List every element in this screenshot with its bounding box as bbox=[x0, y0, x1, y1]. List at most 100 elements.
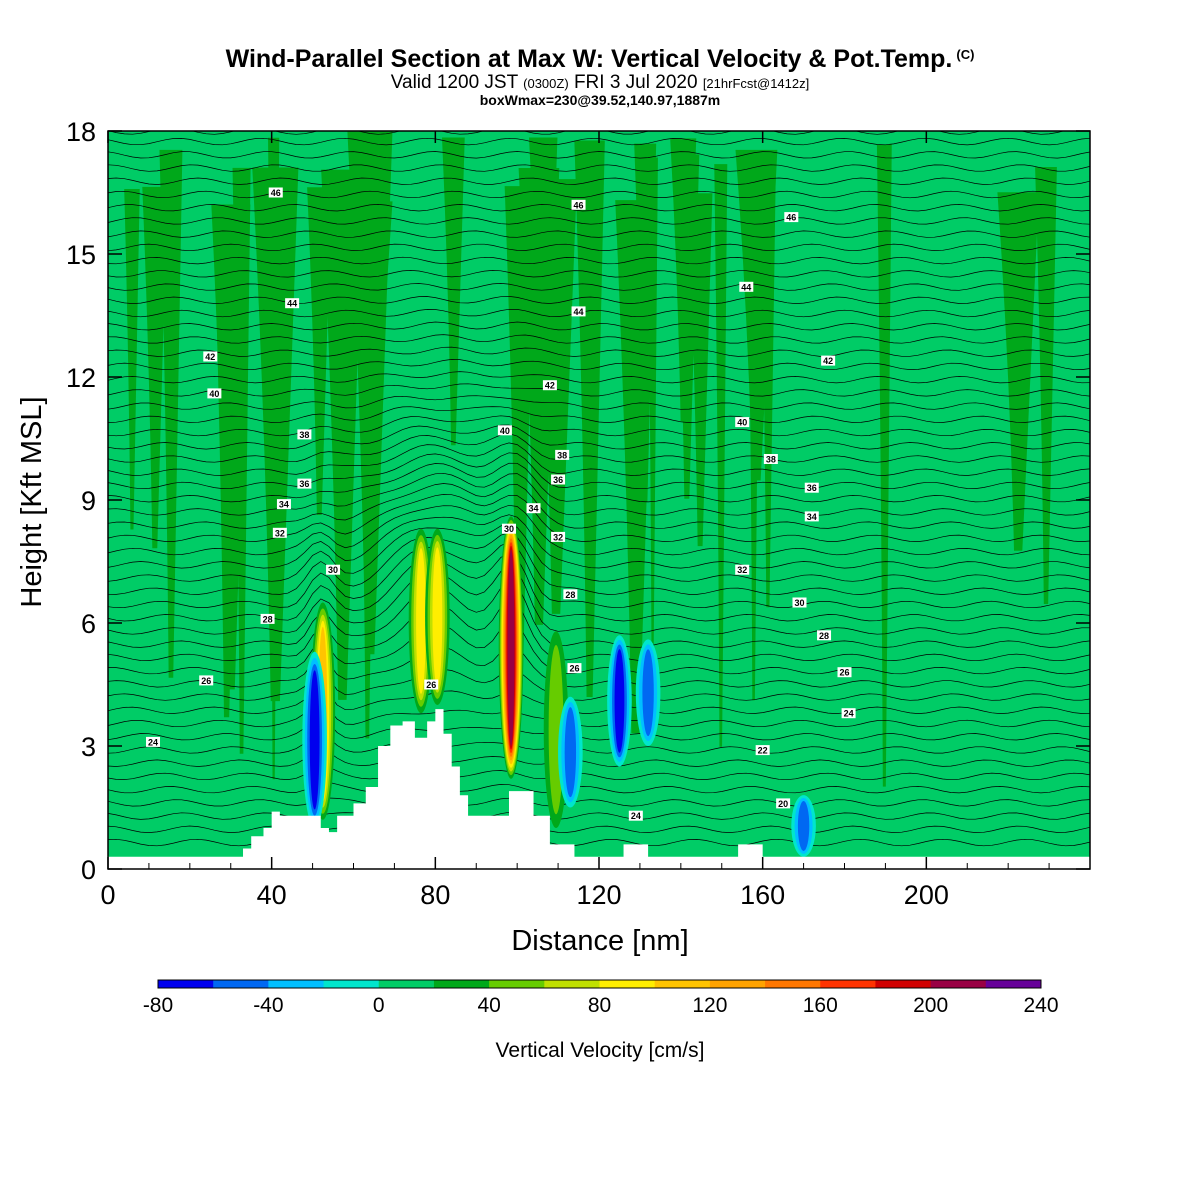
isentrope-label-bg bbox=[628, 810, 643, 821]
isentrope-label-bg bbox=[501, 523, 516, 534]
isentrope-line bbox=[108, 424, 1090, 450]
isentrope-label-text: 22 bbox=[758, 746, 768, 756]
isentrope-label: 36 bbox=[804, 482, 819, 493]
isentrope-line bbox=[108, 371, 1090, 384]
isentrope-line bbox=[108, 685, 1090, 714]
y-tick-label: 6 bbox=[81, 609, 96, 639]
isentrope-line bbox=[108, 462, 1090, 503]
wind-band bbox=[997, 192, 1039, 551]
isentrope-label: 42 bbox=[821, 355, 836, 366]
updraft-cell bbox=[432, 547, 443, 687]
isentrope-label: 36 bbox=[551, 474, 566, 485]
isentrope-label-text: 34 bbox=[529, 504, 539, 514]
x-tick-label: 0 bbox=[100, 880, 115, 910]
colorbar-swatch bbox=[765, 980, 821, 988]
isentrope-line bbox=[108, 433, 1090, 463]
isentrope-label-text: 26 bbox=[839, 668, 849, 678]
surface-band bbox=[108, 729, 231, 869]
isentrope-line bbox=[108, 256, 1090, 265]
isentrope-label-text: 28 bbox=[565, 590, 575, 600]
isentrope-label-bg bbox=[817, 630, 832, 641]
isentrope-line bbox=[108, 494, 1090, 542]
x-tick-label: 40 bbox=[257, 880, 287, 910]
wind-band bbox=[124, 188, 140, 530]
colorbar-tick-label: 200 bbox=[913, 994, 948, 1017]
isentrope-label-text: 26 bbox=[569, 664, 579, 674]
isentrope-label-text: 42 bbox=[205, 352, 215, 362]
isentrope-label-text: 26 bbox=[201, 676, 211, 686]
isentrope-line bbox=[108, 383, 1090, 397]
colorbar-swatch bbox=[709, 980, 766, 988]
y-tick-label: 0 bbox=[81, 855, 96, 885]
isentrope-line bbox=[108, 406, 1090, 423]
colorbar-tick-label: 240 bbox=[1023, 994, 1058, 1017]
colorbar-swatch bbox=[489, 980, 545, 988]
y-tick-label: 18 bbox=[66, 117, 96, 147]
updraft-cell bbox=[507, 549, 515, 746]
isentrope-label-bg bbox=[755, 745, 770, 756]
isentrope-label-text: 28 bbox=[819, 631, 829, 641]
isentrope-label: 26 bbox=[424, 679, 439, 690]
colorbar-tick-label: -80 bbox=[143, 994, 173, 1017]
isentrope-label: 38 bbox=[763, 454, 778, 465]
isentrope-label-bg bbox=[739, 281, 754, 292]
wind-band bbox=[307, 187, 332, 515]
isentrope-label: 28 bbox=[563, 589, 578, 600]
downdraft-cell bbox=[309, 670, 320, 810]
isentrope-label-text: 46 bbox=[786, 213, 796, 223]
isentrope-label-text: 46 bbox=[574, 200, 584, 210]
isentrope-line bbox=[108, 514, 1090, 569]
isentrope-label-text: 38 bbox=[557, 450, 567, 460]
isentrope-label-text: 46 bbox=[271, 188, 281, 198]
isentrope-label-text: 44 bbox=[574, 307, 584, 317]
isentrope-line bbox=[108, 749, 1090, 767]
isentrope-line bbox=[108, 442, 1090, 476]
isentrope-line bbox=[108, 732, 1090, 754]
isentrope-label-bg bbox=[792, 597, 807, 608]
chart-subtitle: Valid 1200 JST (0300Z) FRI 3 Jul 2020 [2… bbox=[0, 73, 1200, 93]
colorbar-swatch bbox=[985, 980, 1042, 988]
isentrope-line bbox=[108, 151, 1090, 159]
isentrope-label-bg bbox=[551, 531, 566, 542]
colorbar-tick-label: 80 bbox=[588, 994, 611, 1017]
updraft-cell bbox=[416, 548, 426, 694]
isentrope-label-text: 28 bbox=[263, 614, 273, 624]
isentrope-label-text: 32 bbox=[275, 528, 285, 538]
isentrope-label: 30 bbox=[501, 523, 516, 534]
isentrope-label-bg bbox=[268, 187, 283, 198]
isentrope-label: 22 bbox=[755, 745, 770, 756]
isentrope-label-bg bbox=[841, 708, 856, 719]
isentrope-label-bg bbox=[203, 351, 218, 362]
isentrope-label-text: 36 bbox=[299, 479, 309, 489]
isentrope-label-bg bbox=[285, 298, 300, 309]
wind-band bbox=[321, 169, 364, 700]
colorbar-swatch bbox=[378, 980, 435, 988]
isentrope-line bbox=[108, 395, 1090, 410]
isentrope-line bbox=[108, 230, 1090, 238]
isentrope-label-text: 38 bbox=[299, 430, 309, 440]
isentrope-line bbox=[108, 579, 1090, 648]
velocity-cells bbox=[302, 516, 816, 857]
wind-band bbox=[587, 153, 599, 607]
isentrope-label: 38 bbox=[555, 449, 570, 460]
terrain-layer bbox=[108, 709, 1090, 869]
isentrope-label-bg bbox=[497, 425, 512, 436]
isentrope-label: 44 bbox=[571, 306, 586, 317]
isentrope-label-bg bbox=[571, 199, 586, 210]
isentrope-line bbox=[108, 532, 1090, 595]
isentrope-label-bg bbox=[551, 474, 566, 485]
box-info: boxWmax=230@39.52,140.97,1887m bbox=[479, 92, 721, 108]
y-tick-label: 15 bbox=[66, 240, 96, 270]
forecast-info: [21hrFcst@1412z] bbox=[702, 76, 810, 91]
chart-title-text: Wind-Parallel Section at Max W: Vertical… bbox=[225, 45, 953, 73]
y-tick-label: 9 bbox=[81, 486, 96, 516]
isentrope-label: 36 bbox=[297, 478, 312, 489]
isentrope-label-text: 42 bbox=[823, 356, 833, 366]
wind-bands bbox=[108, 131, 1057, 869]
y-axis-label: Height [Kft MSL] bbox=[16, 396, 48, 607]
x-tick-label: 200 bbox=[904, 880, 949, 910]
isentrope-line bbox=[108, 164, 1090, 172]
isentrope-label: 28 bbox=[817, 630, 832, 641]
colorbar-frame bbox=[157, 979, 1042, 989]
